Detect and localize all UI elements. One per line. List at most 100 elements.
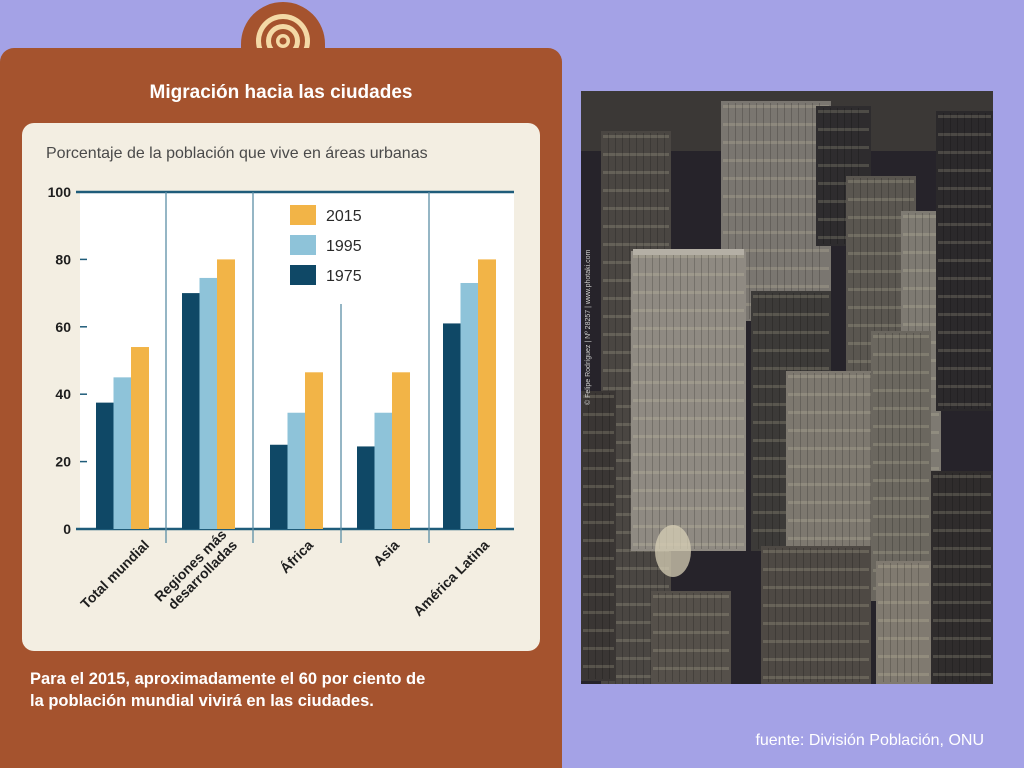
bar-1995-3: [374, 412, 393, 529]
window-mullion: [913, 333, 914, 599]
bar-2015-0: [131, 347, 149, 529]
x-tick-label-line: América Latina: [410, 537, 492, 619]
window-mullion: [758, 293, 759, 549]
window-mullion: [791, 103, 792, 319]
window-mullion: [828, 373, 829, 549]
window-row: [603, 189, 669, 192]
window-row: [723, 141, 829, 144]
x-tick-label-line: África: [277, 537, 317, 577]
window-grid-14: [878, 563, 929, 682]
window-row: [603, 603, 669, 606]
window-row: [653, 595, 729, 598]
window-row: [633, 327, 744, 330]
window-row: [753, 349, 829, 352]
window-row: [723, 177, 829, 180]
photo-credit: © Felipe Rodríguez | Nº 28257 | www.phot…: [585, 249, 592, 405]
window-row: [633, 291, 744, 294]
window-mullion: [824, 548, 825, 682]
window-mullion: [658, 593, 659, 682]
window-row: [603, 639, 669, 642]
window-row: [583, 557, 614, 560]
window-mullion: [888, 178, 889, 394]
window-row: [788, 519, 879, 522]
window-row: [763, 550, 869, 553]
window-row: [848, 252, 914, 255]
window-grid-12: [653, 593, 729, 682]
window-grid-11: [583, 393, 614, 679]
window-mullion: [728, 103, 729, 319]
window-row: [818, 200, 869, 203]
window-mullion: [895, 178, 896, 394]
bar-1975-4: [443, 323, 461, 529]
window-mullion: [950, 113, 951, 409]
window-mullion: [964, 113, 965, 409]
window-row: [583, 413, 614, 416]
window-row: [633, 489, 744, 492]
window-row: [633, 525, 744, 528]
window-row: [603, 153, 669, 156]
window-row: [903, 269, 939, 272]
window-row: [933, 637, 991, 640]
window-mullion: [721, 593, 722, 682]
window-row: [583, 539, 614, 542]
window-row: [603, 621, 669, 624]
window-row: [723, 249, 829, 252]
window-row: [603, 171, 669, 174]
window-mullion: [680, 253, 681, 549]
window-mullion: [897, 563, 898, 682]
window-row: [723, 231, 829, 234]
window-mullion: [652, 253, 653, 549]
window-row: [723, 195, 829, 198]
window-row: [583, 449, 614, 452]
window-mullion: [701, 253, 702, 549]
window-row: [938, 115, 991, 118]
window-mullion: [796, 548, 797, 682]
window-row: [848, 324, 914, 327]
window-row: [633, 273, 744, 276]
legend-label-2015: 2015: [326, 208, 362, 225]
window-row: [933, 619, 991, 622]
window-row: [938, 133, 991, 136]
window-row: [723, 159, 829, 162]
window-mullion: [918, 563, 919, 682]
window-mullion: [686, 593, 687, 682]
window-row: [903, 323, 939, 326]
window-row: [818, 146, 869, 149]
window-mullion: [768, 548, 769, 682]
caption-line-1: Para el 2015, aproximadamente el 60 por …: [30, 670, 426, 688]
legend-label-1995: 1995: [326, 238, 362, 255]
lit-monument: [655, 525, 691, 577]
window-row: [763, 586, 869, 589]
building-12: [651, 591, 731, 684]
window-row: [818, 218, 869, 221]
window-row: [938, 187, 991, 190]
legend-swatch-1995: [290, 235, 316, 255]
window-row: [753, 295, 829, 298]
building-9: [871, 331, 931, 601]
bar-2015-4: [478, 259, 496, 529]
bar-1995-2: [287, 412, 306, 529]
window-row: [763, 568, 869, 571]
window-row: [603, 243, 669, 246]
window-row: [723, 213, 829, 216]
window-row: [763, 640, 869, 643]
y-tick-label: 100: [48, 184, 72, 200]
window-row: [903, 233, 939, 236]
window-mullion: [906, 333, 907, 599]
window-mullion: [844, 108, 845, 244]
window-grid-1: [723, 103, 829, 319]
window-mullion: [777, 103, 778, 319]
window-mullion: [729, 253, 730, 549]
card-caption: Para el 2015, aproximadamente el 60 por …: [30, 668, 540, 712]
window-row: [938, 151, 991, 154]
window-row: [848, 216, 914, 219]
card-title: Migración hacia las ciudades: [149, 82, 413, 103]
building-11: [581, 391, 616, 681]
window-row: [633, 471, 744, 474]
window-row: [583, 503, 614, 506]
window-mullion: [838, 548, 839, 682]
window-mullion: [779, 293, 780, 549]
window-row: [938, 277, 991, 280]
window-row: [603, 585, 669, 588]
window-row: [938, 295, 991, 298]
